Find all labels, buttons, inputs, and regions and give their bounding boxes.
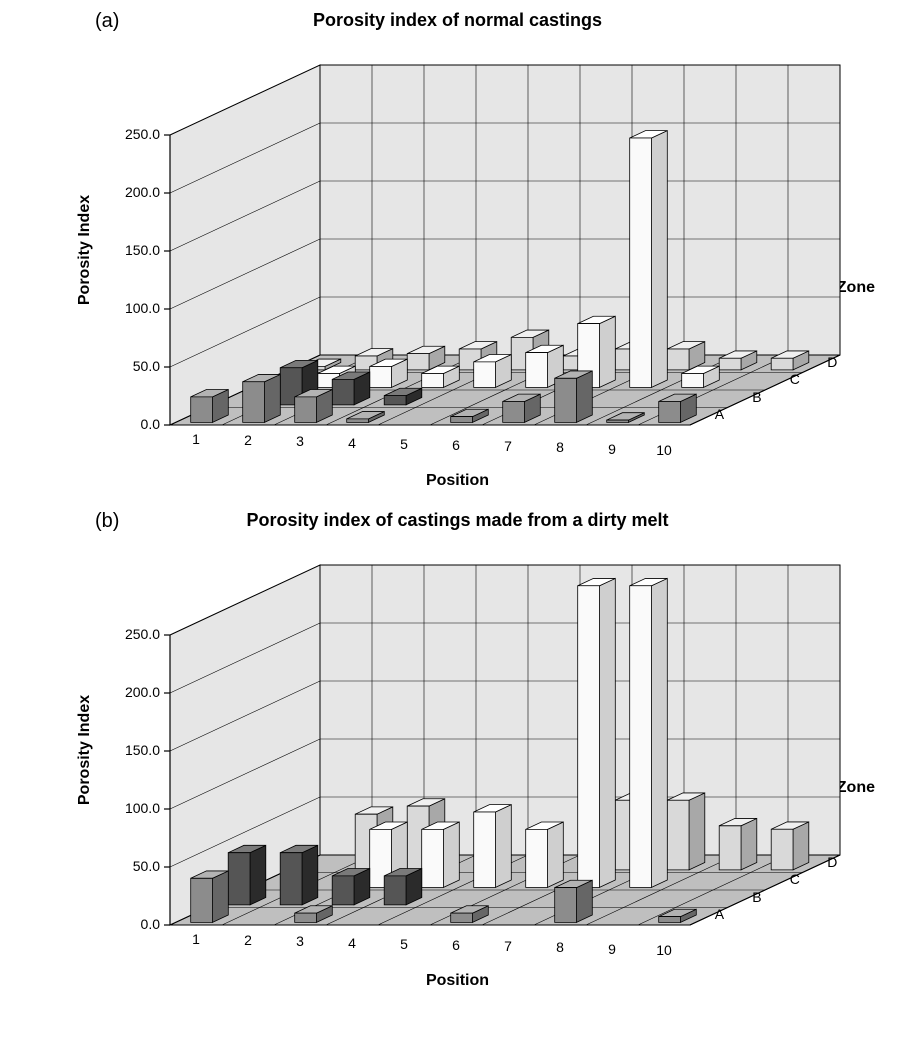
- xtick-label: 8: [545, 939, 575, 955]
- plot-a: 0.0 50.0 100.0 150.0 200.0 250.0 1 2 3 4 5 6 7 8 9 10 A B…: [80, 35, 880, 465]
- ytick-label: 100.0: [100, 300, 160, 316]
- xtick-label: 7: [493, 438, 523, 454]
- xtick-label: 5: [389, 936, 419, 952]
- ztick-label: B: [752, 889, 761, 905]
- xtick-label: 9: [597, 441, 627, 457]
- ztick-label: A: [715, 406, 724, 422]
- xtick-label: 2: [233, 432, 263, 448]
- xtick-label: 9: [597, 941, 627, 957]
- ytick-label: 0.0: [100, 916, 160, 932]
- ytick-label: 250.0: [100, 626, 160, 642]
- ytick-label: 150.0: [100, 742, 160, 758]
- xtick-label: 3: [285, 933, 315, 949]
- xtick-label: 4: [337, 435, 367, 451]
- ztick-label: A: [715, 906, 724, 922]
- ztick-label: C: [790, 871, 800, 887]
- xlabel-a: Position: [20, 472, 895, 490]
- xtick-label: 10: [649, 442, 679, 458]
- ytick-label: 200.0: [100, 684, 160, 700]
- xtick-label: 7: [493, 938, 523, 954]
- panel-title-b: Porosity index of castings made from a d…: [20, 510, 895, 531]
- panel-title-a: Porosity index of normal castings: [20, 10, 895, 31]
- plot-b: 0.0 50.0 100.0 150.0 200.0 250.0 1 2 3 4 5 6 7 8 9 10 A B…: [80, 535, 880, 965]
- xtick-label: 4: [337, 935, 367, 951]
- ytick-label: 150.0: [100, 242, 160, 258]
- xtick-label: 3: [285, 433, 315, 449]
- ytick-label: 50.0: [100, 358, 160, 374]
- ztick-label: C: [790, 371, 800, 387]
- ytick-label: 200.0: [100, 184, 160, 200]
- ytick-label: 250.0: [100, 126, 160, 142]
- xtick-label: 6: [441, 437, 471, 453]
- xtick-label: 10: [649, 942, 679, 958]
- xtick-label: 5: [389, 436, 419, 452]
- panel-b: (b) Porosity index of castings made from…: [20, 510, 895, 990]
- panel-a: (a) Porosity index of normal castings Po…: [20, 10, 895, 490]
- ztick-label: B: [752, 389, 761, 405]
- xtick-label: 1: [181, 431, 211, 447]
- xtick-label: 1: [181, 931, 211, 947]
- ztick-label: D: [827, 354, 837, 370]
- figure-page: { "figure": { "width_px": 915, "height_p…: [0, 0, 915, 1040]
- ytick-label: 100.0: [100, 800, 160, 816]
- ytick-label: 50.0: [100, 858, 160, 874]
- xtick-label: 6: [441, 937, 471, 953]
- xtick-label: 8: [545, 439, 575, 455]
- ytick-label: 0.0: [100, 416, 160, 432]
- ztick-label: D: [827, 854, 837, 870]
- xtick-label: 2: [233, 932, 263, 948]
- xlabel-b: Position: [20, 972, 895, 990]
